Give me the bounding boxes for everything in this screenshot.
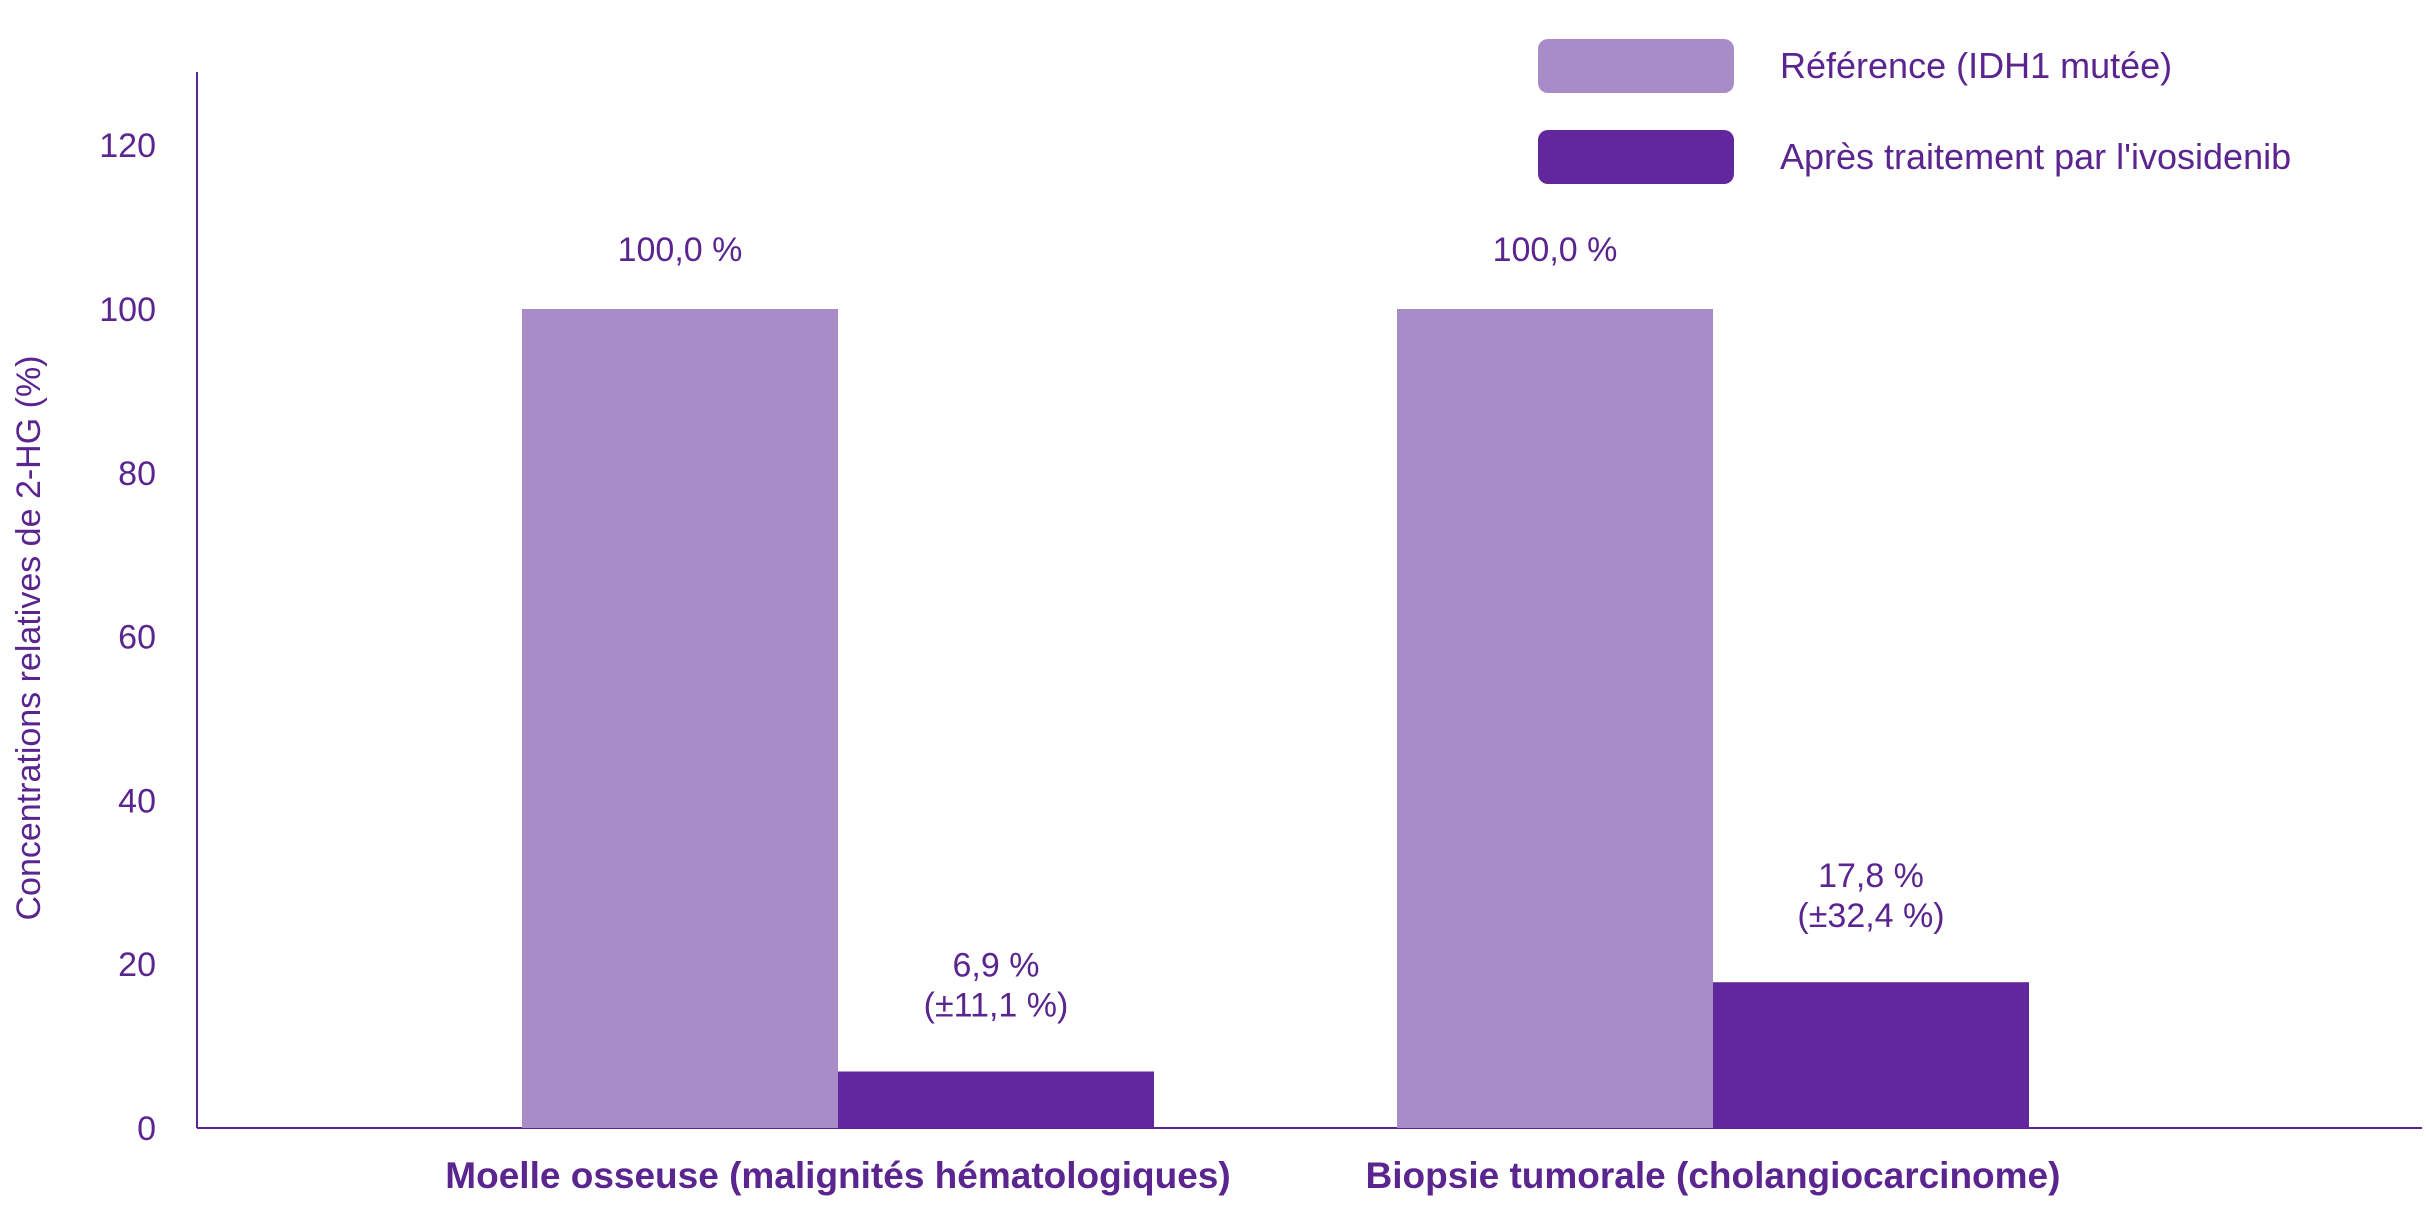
y-tick-label: 100 xyxy=(99,291,156,329)
legend-swatch-reference xyxy=(1538,39,1734,93)
bar-treated-2 xyxy=(1713,982,2029,1128)
data-label-reference-2: 100,0 % xyxy=(1493,231,1618,269)
data-label-treated-2: (±32,4 %) xyxy=(1797,897,1944,935)
data-label-treated-1: 6,9 % xyxy=(953,946,1040,984)
data-label-treated-1: (±11,1 %) xyxy=(924,986,1069,1024)
x-category-label: Moelle osseuse (malignités hématologique… xyxy=(445,1155,1230,1196)
y-tick-label: 0 xyxy=(137,1110,156,1148)
legend-label-reference: Référence (IDH1 mutée) xyxy=(1780,45,2172,86)
x-category-label: Biopsie tumorale (cholangiocarcinome) xyxy=(1366,1155,2061,1196)
y-axis-title: Concentrations relatives de 2-HG (%) xyxy=(10,355,48,920)
bar-reference-2 xyxy=(1397,309,1713,1128)
y-tick-label: 20 xyxy=(118,946,156,984)
plot-area: 0 20 40 60 80 100 120 Concentrations relatives … xyxy=(10,72,2422,1196)
legend-label-treated: Après traitement par l'ivosidenib xyxy=(1780,136,2291,177)
bar-treated-1 xyxy=(838,1071,1154,1128)
y-tick-label: 40 xyxy=(118,782,156,820)
data-label-treated-2: 17,8 % xyxy=(1818,857,1924,895)
y-tick-label: 80 xyxy=(118,455,156,493)
data-label-reference-1: 100,0 % xyxy=(618,231,743,269)
legend: Référence (IDH1 mutée) Après traitement p… xyxy=(1538,39,2291,184)
legend-swatch-treated xyxy=(1538,130,1734,184)
y-tick-label: 120 xyxy=(99,127,156,165)
bar-reference-1 xyxy=(522,309,838,1128)
y-tick-label: 60 xyxy=(118,619,156,657)
